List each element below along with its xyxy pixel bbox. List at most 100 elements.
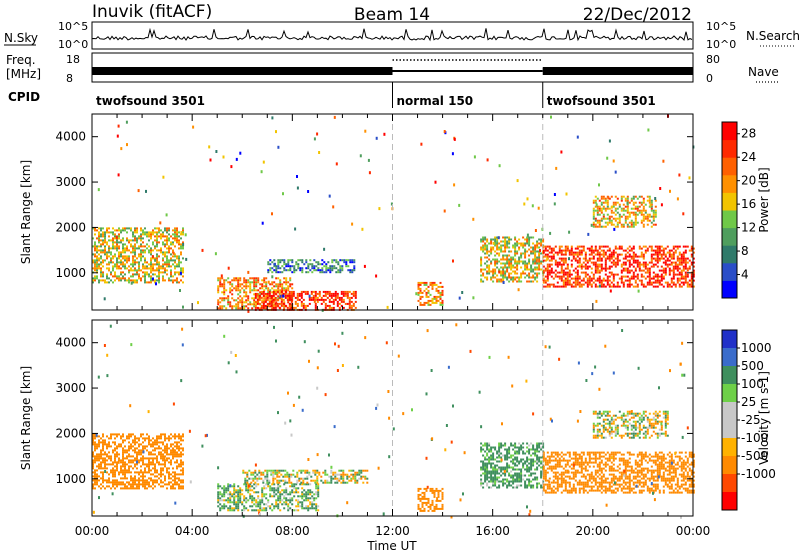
velocity-colorbar-tick-label-7: -1000 [741,467,776,481]
power-colorbar-tick-label-2: 12 [741,221,756,235]
freq-band-2 [542,67,693,75]
echo-region-3 [417,487,444,512]
velocity-y-label: Slant Range [km] [19,366,33,470]
echo-region-6 [542,245,695,288]
power-colorbar-tick-label-5: 24 [741,150,756,164]
x-tick-label-6: 00:00 [676,524,711,538]
nave-label: Nave [748,65,779,79]
power-y-axis: 1000 2000 3000 4000 [55,130,693,280]
velocity-dashed-lines [392,320,544,516]
power-colorbar-swatch-0 [722,280,737,299]
freq-label-line2: [MHz] [6,67,41,81]
power-colorbar-frame [721,121,738,299]
velocity-colorbar: 1000 500 100 25 -25 -100 -500 -1000 [721,329,776,511]
power-x-ticks [91,114,694,310]
nave-tick-high: 80 [706,53,720,66]
cpid-label: CPID [8,90,40,104]
velocity-colorbar-swatch-3 [722,384,737,403]
y-tick-label-1: 2000 [55,426,86,440]
echo-region-1 [217,483,320,512]
power-colorbar-swatch-5 [722,192,737,211]
x-axis-label: Time UT [366,539,417,553]
freq-trace [92,59,693,75]
beam-title: Beam 14 [354,5,430,25]
y-tick-label-0: 1000 [55,266,86,280]
x-tick-label-1: 04:00 [175,524,210,538]
x-tick-label-5: 20:00 [576,524,611,538]
velocity-colorbar-swatch-7 [722,456,737,475]
power-colorbar-tick-label-3: 16 [741,197,756,211]
velocity-echoes [92,323,695,519]
echo-region-6 [592,410,669,439]
velocity-colorbar-tick-label-4: -25 [741,413,761,427]
power-colorbar-tick-label-0: 4 [741,268,749,282]
nsearch-label: N.Search [746,29,800,43]
nsky-frame [91,21,694,50]
velocity-colorbar-tick-label-5: -100 [741,431,768,445]
nsky-label: N.Sky [4,31,38,45]
velocity-colorbar-swatch-8 [722,474,737,493]
cpid-segment-label-1: normal 150 [397,94,474,108]
echo-noise [97,114,695,313]
power-colorbar-swatch-3 [722,227,737,246]
echo-noise [92,323,693,519]
nsearch-tick-low: 10^0 [706,38,736,51]
velocity-colorbar-tick-label-6: -500 [741,449,768,463]
velocity-colorbar-swatch-1 [722,348,737,367]
echo-region-7 [592,195,657,228]
power-colorbar-swatch-8 [722,139,737,158]
y-tick-label-3: 4000 [55,336,86,350]
echo-region-3 [267,259,356,274]
power-colorbar-swatch-9 [722,122,737,141]
y-tick-label-0: 1000 [55,472,86,486]
power-dashed-lines [392,114,544,310]
x-tick-label-3: 12:00 [375,524,410,538]
cpid-segment-label-0: twofsound 3501 [96,94,205,108]
velocity-y-axis: 1000 2000 3000 4000 [55,336,693,486]
cpid-segment-label-2: twofsound 3501 [547,94,656,108]
x-tick-label-2: 08:00 [275,524,310,538]
velocity-colorbar-swatch-6 [722,438,737,457]
power-echoes [92,114,695,313]
echo-region-5 [542,451,695,494]
velocity-colorbar-swatch-4 [722,402,737,421]
power-colorbar: 4 8 12 16 20 24 28 [721,121,756,299]
x-tick-label-0: 00:00 [75,524,110,538]
echo-region-0 [92,227,184,284]
velocity-colorbar-tick-label-1: 500 [741,359,764,373]
power-y-label: Slant Range [km] [19,160,33,264]
velocity-panel: 1000 2000 3000 4000 00:00 04:00 08:00 12:00 16:… [19,319,776,553]
velocity-colorbar-swatch-2 [722,366,737,385]
freq-panel: Freq. [MHz] 18 8 80 0 Nave [6,52,779,85]
date-title: 22/Dec/2012 [583,5,692,25]
nsearch-tick-high: 10^5 [706,20,736,33]
echo-region-4 [417,281,444,306]
power-colorbar-tick-label-6: 28 [741,127,756,141]
freq-label-line1: Freq. [6,53,36,67]
y-tick-label-1: 2000 [55,220,86,234]
velocity-colorbar-swatch-5 [722,420,737,439]
x-tick-label-4: 16:00 [475,524,510,538]
freq-band-1 [392,70,543,72]
velocity-colorbar-label: Velocity [m s-1] [757,371,771,465]
velocity-colorbar-tick-label-2: 100 [741,377,764,391]
power-colorbar-tick-label-4: 20 [741,174,756,188]
power-colorbar-swatch-1 [722,262,737,281]
power-colorbar-swatch-4 [722,210,737,229]
echo-region-2 [254,290,357,311]
freq-band-0 [92,67,393,75]
nave-tick-low: 0 [706,72,713,85]
velocity-colorbar-tick-label-0: 1000 [741,341,772,355]
cpid-segments: twofsound 3501 normal 150 twofsound 3501 [96,82,656,108]
y-tick-label-2: 3000 [55,381,86,395]
freq-tick-low: 8 [66,72,73,85]
echo-region-4 [480,442,545,489]
velocity-colorbar-swatch-0 [722,330,737,349]
power-colorbar-label: Power [dB] [757,167,771,232]
station-title: Inuvik (fitACF) [92,2,212,22]
power-colorbar-swatch-7 [722,157,737,176]
nsky-tick-high: 10^5 [58,20,88,33]
freq-tick-high: 18 [66,53,80,66]
y-tick-label-3: 4000 [55,130,86,144]
